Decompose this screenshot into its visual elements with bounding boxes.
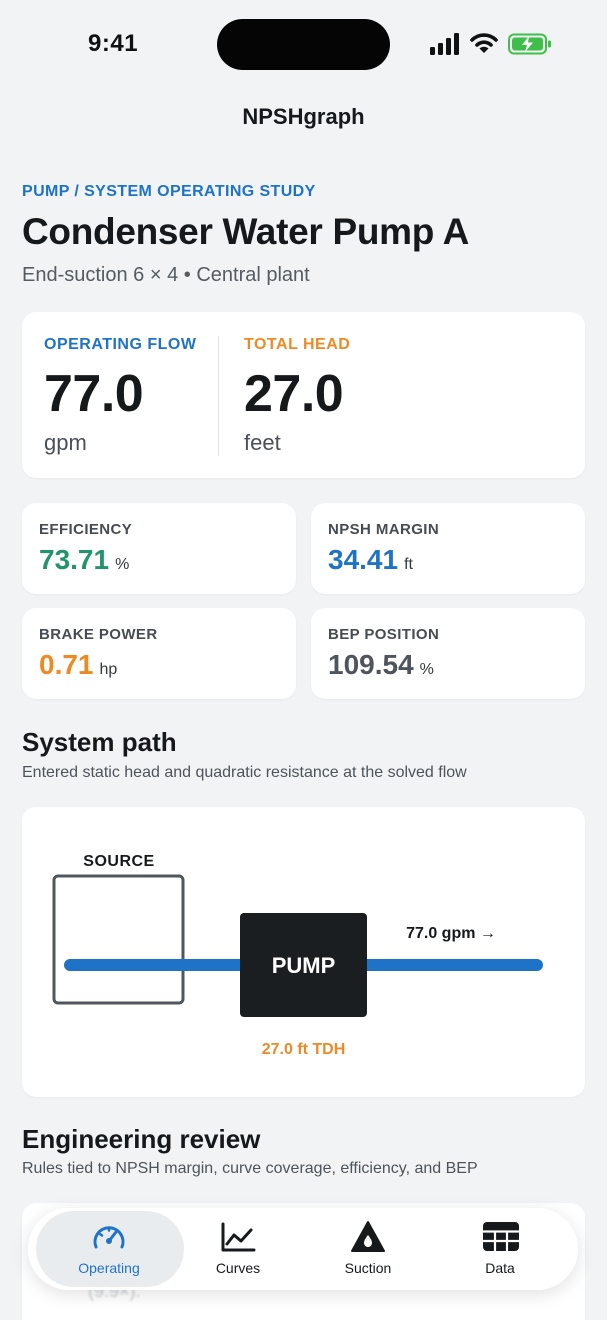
system-path-title: System path	[22, 727, 177, 757]
status-time: 9:41	[88, 30, 139, 57]
app-title: NPSHgraph	[242, 104, 365, 129]
page-eyebrow: PUMP / SYSTEM OPERATING STUDY	[22, 183, 316, 200]
metric-value-row: 0.71 hp	[39, 649, 117, 681]
metric-value: 0.71	[39, 649, 94, 680]
pump-label: PUMP	[272, 953, 336, 978]
dynamic-island	[217, 19, 390, 70]
metric-card-bep-position: BEP POSITION 109.54%	[311, 608, 585, 699]
metric-card-efficiency: EFFICIENCY 73.71%	[22, 503, 296, 594]
system-path-subtitle: Entered static head and quadratic resist…	[22, 764, 467, 781]
tab-data[interactable]: Data	[440, 1208, 560, 1290]
total-head-unit: feet	[244, 430, 281, 455]
chart-line-icon	[221, 1222, 256, 1252]
engineering-review-title: Engineering review	[22, 1124, 261, 1154]
metric-value-row: 109.54%	[328, 649, 434, 681]
metric-label: EFFICIENCY	[39, 521, 133, 538]
metric-value-row: 34.41 ft	[328, 544, 413, 576]
pump-block	[240, 913, 367, 1017]
total-head-value: 27.0	[244, 365, 344, 423]
battery-charging-icon	[508, 33, 551, 55]
tab-suction[interactable]: Suction	[308, 1208, 428, 1290]
system-path-diagram: SOURCE PUMP 77.0 gpm → 27.0 ft TDH	[22, 807, 585, 1097]
metric-unit: hp	[99, 661, 118, 678]
drop-triangle-icon	[351, 1221, 385, 1252]
metric-label: BEP POSITION	[328, 626, 440, 643]
operating-flow-block: OPERATING FLOW 77.0 gpm	[44, 312, 219, 478]
total-head-label: TOTAL HEAD	[244, 336, 351, 353]
source-tank	[52, 874, 185, 1005]
metric-value-row: 73.71%	[39, 544, 129, 576]
metric-unit: ft	[404, 556, 413, 573]
tdh-label: 27.0 ft TDH	[262, 1041, 346, 1058]
tab-label: Curves	[215, 1260, 261, 1276]
hero-divider	[218, 336, 219, 456]
tab-label: Data	[485, 1260, 515, 1276]
metric-value: 34.41	[328, 544, 399, 575]
metric-card-npsh-margin: NPSH MARGIN 34.41 ft	[311, 503, 585, 594]
metric-value: 73.71	[39, 544, 110, 575]
speedometer-icon	[93, 1226, 125, 1249]
table-grid-icon	[483, 1222, 519, 1251]
operating-point-card: OPERATING FLOW 77.0 gpm TOTAL HEAD 27.0 …	[22, 312, 585, 478]
tab-label: Suction	[344, 1260, 392, 1276]
total-head-block: TOTAL HEAD 27.0 feet	[244, 312, 444, 478]
operating-flow-label: OPERATING FLOW	[44, 336, 197, 353]
flow-rate-label: 77.0 gpm →	[406, 925, 496, 942]
page-subtitle: End-suction 6 × 4 • Central plant	[22, 264, 310, 286]
metric-card-brake-power: BRAKE POWER 0.71 hp	[22, 608, 296, 699]
metric-label: NPSH MARGIN	[328, 521, 440, 538]
tab-bar: Operating Curves Suction Data	[28, 1208, 578, 1290]
source-label: SOURCE	[83, 853, 154, 870]
metric-unit: %	[419, 661, 434, 678]
tab-curves[interactable]: Curves	[178, 1208, 298, 1290]
operating-flow-unit: gpm	[44, 430, 87, 455]
wifi-icon	[470, 33, 498, 53]
engineering-review-subtitle: Rules tied to NPSH margin, curve coverag…	[22, 1160, 478, 1177]
status-bar: 9:41	[0, 0, 607, 90]
system-path-svg: SOURCE PUMP 77.0 gpm → 27.0 ft TDH	[52, 853, 543, 1058]
metric-label: BRAKE POWER	[39, 626, 158, 643]
cellular-signal-icon	[430, 33, 459, 55]
operating-flow-value: 77.0	[44, 365, 144, 423]
tab-label: Operating	[78, 1260, 140, 1276]
tab-operating[interactable]: Operating	[34, 1208, 184, 1290]
metric-unit: %	[115, 556, 130, 573]
page-title: Condenser Water Pump A	[22, 211, 470, 252]
metric-value: 109.54	[328, 649, 414, 680]
